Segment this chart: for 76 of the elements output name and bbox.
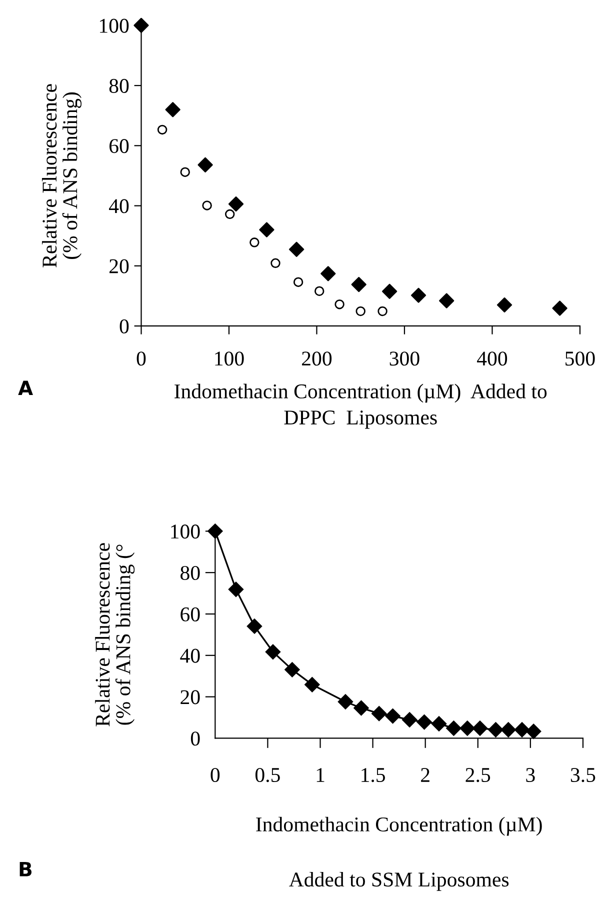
point (293, 277, 304, 287)
x-tick-label: 0.5 (255, 768, 280, 782)
x-tick-label: 0 (136, 352, 146, 366)
x-tick-label: 300 (390, 352, 420, 366)
point (208, 524, 223, 539)
point (410, 288, 426, 303)
point (356, 306, 366, 316)
point (304, 677, 320, 692)
point (265, 644, 281, 660)
point (372, 706, 387, 722)
text: Indomethacin Concentration (µM) Added to SSM Liposomes (256, 816, 542, 891)
point (228, 582, 244, 597)
x-tick-label: 1 (316, 768, 324, 782)
point (416, 714, 432, 730)
point (224, 209, 235, 220)
y-tick-label: 60 (109, 139, 129, 154)
text: B (20, 862, 32, 876)
y-tick-label: 80 (109, 78, 129, 93)
y-tick-label: 100 (100, 18, 129, 33)
point (134, 18, 149, 33)
point (246, 618, 262, 634)
y-tick-label: 80 (180, 566, 200, 580)
point (198, 157, 213, 172)
point (259, 222, 274, 238)
x-tick-label: 2 (421, 768, 430, 782)
x-tick-label: 2.5 (466, 768, 490, 782)
point (526, 724, 542, 739)
x-tick-label: 3 (526, 768, 535, 782)
x-tick-label: 400 (477, 352, 508, 366)
y-tick-label: 100 (171, 524, 200, 539)
x-axis-title: Indomethacin Concentration (µM) Added to DPPC Liposomes (174, 384, 547, 429)
point (351, 276, 366, 292)
point (165, 102, 180, 118)
y-tick-label: 60 (180, 607, 200, 622)
point (320, 266, 336, 282)
y-tick-label: 20 (110, 259, 129, 274)
point (334, 299, 344, 310)
point (382, 284, 398, 299)
point (385, 708, 400, 724)
y-tick-label: 0 (120, 319, 129, 334)
x-tick-label: 200 (302, 352, 332, 366)
x-tick-label: 500 (566, 352, 595, 366)
point (288, 242, 304, 257)
point (202, 200, 212, 210)
point (314, 286, 324, 296)
text: A (18, 380, 33, 395)
point (270, 258, 280, 268)
x-tick-label: 0 (210, 768, 220, 782)
x-tick-label: 1.5 (362, 768, 385, 782)
point (284, 662, 300, 678)
point (439, 293, 454, 308)
y-tick-label: 20 (180, 690, 200, 704)
y-axis-title: Relative Fluorescence (% of ANS binding) (42, 84, 82, 268)
point (496, 297, 512, 313)
point (460, 720, 475, 736)
y-tick-label: 0 (190, 732, 200, 746)
y-tick-label: 40 (109, 199, 129, 214)
point (500, 722, 516, 738)
y-axis-title: Relative Fluorescence (% of ANS binding (° (95, 543, 135, 726)
x-tick-label: 100 (215, 352, 244, 366)
x-tick-label: 3.5 (570, 768, 596, 782)
point (228, 196, 244, 212)
point (180, 167, 190, 177)
point (378, 306, 388, 316)
point (552, 300, 568, 316)
point (157, 124, 168, 135)
point (446, 720, 462, 736)
point (338, 694, 354, 710)
point (472, 720, 488, 736)
point (488, 722, 504, 738)
point (354, 700, 369, 716)
point (514, 722, 530, 738)
y-tick-label: 40 (180, 648, 200, 663)
point (431, 716, 447, 732)
point (402, 712, 418, 728)
point (250, 238, 260, 248)
